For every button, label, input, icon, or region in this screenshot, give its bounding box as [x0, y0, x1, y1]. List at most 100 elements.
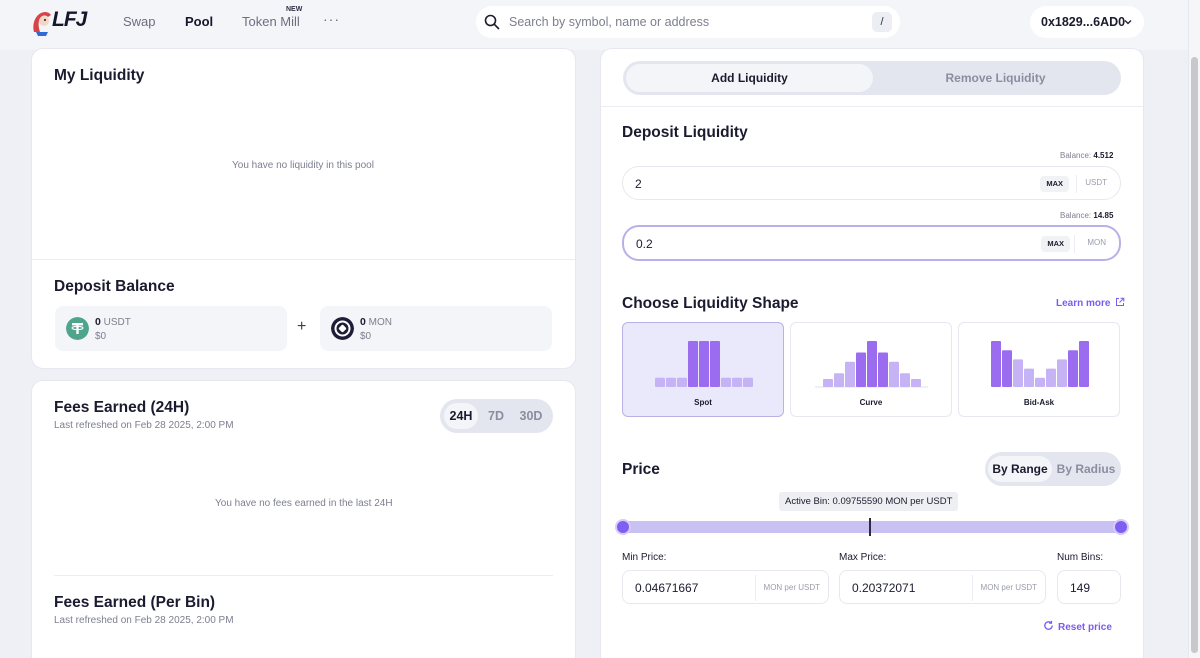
bid-ask-shape-chart: [991, 341, 1089, 387]
chevron-down-icon: [1124, 20, 1132, 25]
divider: [32, 259, 575, 260]
mode-by-range[interactable]: By Range: [988, 456, 1052, 482]
usdt-usd-value: $0: [95, 331, 107, 342]
deposit-balance-mon: 0 MON $0: [320, 306, 552, 351]
shape-bar: [721, 377, 731, 387]
no-fees-message: You have no fees earned in the last 24H: [215, 498, 393, 509]
active-bin-label: Active Bin: 0.09755590 MON per USDT: [779, 492, 959, 511]
nav-swap[interactable]: Swap: [123, 14, 156, 29]
deposit-liquidity-title: Deposit Liquidity: [622, 124, 748, 141]
min-price-value[interactable]: 0.04671667: [635, 581, 699, 595]
search-bar[interactable]: Search by symbol, name or address /: [476, 6, 900, 38]
num-bins-value[interactable]: 149: [1070, 581, 1091, 595]
shape-bid-ask-label: Bid-Ask: [1023, 398, 1055, 407]
fees-24h-title: Fees Earned (24H): [54, 399, 190, 416]
divider: [972, 575, 973, 601]
fees-per-bin-title: Fees Earned (Per Bin): [54, 594, 216, 611]
lfj-logo[interactable]: LFJ: [30, 6, 96, 36]
mon-balance: Balance: 14.85: [1060, 211, 1114, 220]
shape-bar: [856, 352, 866, 387]
period-30d[interactable]: 30D: [519, 409, 543, 423]
mon-max-button[interactable]: MAX: [1041, 236, 1070, 252]
max-price-label: Max Price:: [839, 552, 887, 563]
max-price-value[interactable]: 0.20372071: [852, 581, 916, 595]
search-shortcut-key: /: [872, 12, 892, 32]
choose-shape-title: Choose Liquidity Shape: [622, 295, 799, 312]
shape-bar: [710, 341, 720, 387]
scrollbar-thumb[interactable]: [1191, 57, 1198, 653]
shape-bar: [834, 373, 844, 387]
more-menu-icon[interactable]: ···: [323, 11, 340, 27]
shape-bar: [732, 377, 742, 387]
max-price-input[interactable]: 0.20372071 MON per USDT: [839, 570, 1046, 604]
learn-more-link[interactable]: Learn more: [1056, 297, 1125, 309]
shape-bar: [677, 377, 687, 387]
mon-amount-input[interactable]: 0.2 MAX MON: [622, 225, 1121, 261]
shape-curve-label: Curve: [859, 398, 883, 407]
divider: [54, 575, 553, 576]
mon-amount: 0 MON: [360, 316, 392, 328]
new-badge: NEW: [286, 6, 303, 13]
search-icon: [484, 14, 500, 30]
nav-token-mill[interactable]: Token Mill: [242, 14, 300, 29]
spot-shape-chart: [655, 341, 753, 387]
shape-bar: [900, 373, 910, 387]
divider: [601, 106, 1143, 107]
refresh-icon: [1044, 620, 1053, 630]
mon-token-icon: [331, 317, 354, 340]
shape-bar: [688, 341, 698, 387]
curve-shape-chart: [815, 341, 928, 388]
shape-bar: [823, 379, 833, 387]
shape-bar: [655, 377, 665, 387]
min-price-input[interactable]: 0.04671667 MON per USDT: [622, 570, 829, 604]
usdt-amount-value[interactable]: 2: [635, 177, 642, 191]
usdt-amount-input[interactable]: 2 MAX USDT: [622, 166, 1121, 200]
min-price-handle[interactable]: [615, 519, 631, 535]
max-price-unit: MON per USDT: [980, 583, 1037, 592]
shape-curve-card[interactable]: Curve: [790, 322, 952, 417]
price-range-track[interactable]: [623, 521, 1121, 533]
divider: [1076, 175, 1077, 193]
shape-spot-label: Spot: [694, 398, 712, 407]
min-price-label: Min Price:: [622, 552, 667, 563]
fees-period-selector: 24H 7D 30D: [440, 399, 553, 433]
usdt-max-button[interactable]: MAX: [1040, 176, 1069, 192]
wallet-button[interactable]: 0x1829...6AD0: [1030, 6, 1144, 38]
plus-icon: +: [297, 318, 307, 335]
tab-add-liquidity[interactable]: Add Liquidity: [626, 64, 873, 92]
active-bin-marker: [869, 518, 871, 536]
mode-by-radius[interactable]: By Radius: [1056, 462, 1116, 476]
shape-spot-card[interactable]: Spot: [622, 322, 784, 417]
logo-text: LFJ: [52, 8, 87, 31]
shape-bar: [743, 377, 753, 387]
reset-price-button[interactable]: Reset price: [1043, 620, 1112, 633]
num-bins-label: Num Bins:: [1057, 552, 1104, 563]
mon-amount-value[interactable]: 0.2: [636, 237, 653, 251]
usdt-token-icon: [66, 317, 89, 340]
top-nav-bar: LFJ Swap Pool Token Mill NEW ··· Search …: [0, 0, 1188, 50]
period-7d[interactable]: 7D: [488, 409, 504, 423]
num-bins-input[interactable]: 149: [1057, 570, 1121, 604]
price-title: Price: [622, 461, 660, 478]
usdt-unit-label: USDT: [1085, 178, 1107, 187]
shape-bar: [991, 341, 1001, 387]
shape-bar: [889, 361, 899, 387]
divider: [755, 575, 756, 601]
shape-bar: [699, 341, 709, 387]
shape-bid-ask-card[interactable]: Bid-Ask: [958, 322, 1120, 417]
shape-bar: [1013, 359, 1023, 387]
divider: [1074, 235, 1075, 253]
search-input[interactable]: Search by symbol, name or address: [509, 15, 710, 29]
max-price-handle[interactable]: [1113, 519, 1129, 535]
shape-bar: [1024, 368, 1034, 387]
nav-pool[interactable]: Pool: [185, 14, 214, 29]
shape-bar: [666, 377, 676, 387]
external-link-icon: [1116, 297, 1125, 306]
wallet-address: 0x1829...6AD0: [1041, 15, 1126, 29]
price-mode-selector: By Range By Radius: [985, 452, 1121, 486]
fees-per-bin-refreshed: Last refreshed on Feb 28 2025, 2:00 PM: [54, 615, 234, 626]
mon-usd-value: $0: [360, 331, 372, 342]
deposit-balance-usdt: 0 USDT $0: [55, 306, 287, 351]
period-24h[interactable]: 24H: [444, 403, 478, 429]
tab-remove-liquidity[interactable]: Remove Liquidity: [945, 71, 1046, 85]
